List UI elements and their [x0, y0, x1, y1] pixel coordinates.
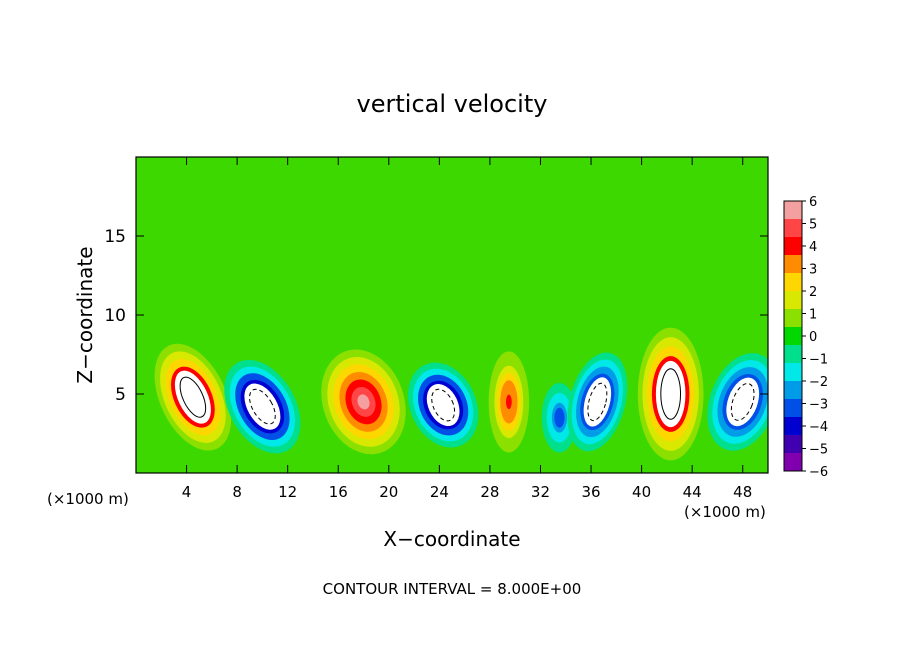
- colorbar-swatch: [784, 381, 802, 400]
- velocity-cell: [321, 349, 406, 455]
- contour-line: [431, 388, 456, 422]
- y-tick-label: 5: [115, 385, 126, 405]
- x-axis: 4 8 12 16 20 24 28 32 36 40 44 48: [182, 157, 752, 501]
- colorbar-swatch: [784, 309, 802, 328]
- velocity-field: [154, 327, 768, 461]
- colorbar-swatch: [784, 327, 802, 346]
- x-tick-label: 40: [632, 483, 651, 501]
- velocity-cell: [407, 362, 479, 448]
- velocity-band: [556, 412, 562, 423]
- contour-interval-note: CONTOUR INTERVAL = 8.000E+00: [323, 580, 582, 598]
- colorbar-tick-label: −3: [809, 398, 828, 413]
- y-tick-label: 10: [104, 306, 126, 326]
- colorbar-tick-label: 0: [809, 330, 817, 345]
- x-axis-label: X−coordinate: [383, 527, 520, 551]
- x-tick-label: 4: [182, 483, 192, 501]
- colorbar-swatch: [784, 201, 802, 220]
- colorbar-swatch: [784, 237, 802, 256]
- velocity-core: [244, 383, 281, 430]
- colorbar-tick-label: −5: [809, 443, 828, 458]
- colorbar-tick-label: −6: [809, 465, 828, 480]
- velocity-cell: [707, 353, 768, 451]
- x-tick-label: 24: [430, 483, 449, 501]
- colorbar-swatch: [784, 453, 802, 472]
- velocity-core: [726, 377, 760, 427]
- colorbar-swatch: [784, 417, 802, 436]
- colorbar-swatch: [784, 291, 802, 310]
- colorbar-swatch: [784, 399, 802, 418]
- velocity-cell: [567, 352, 628, 452]
- x-tick-label: 44: [683, 483, 702, 501]
- velocity-core: [426, 384, 460, 427]
- plot-area: [135, 156, 769, 474]
- colorbar-tick-label: 2: [809, 285, 817, 300]
- x-tick-label: 8: [232, 483, 242, 501]
- colorbar-swatch: [784, 345, 802, 364]
- colorbar: 6 5 4 3 2 1 0 −1 −2 −3 −4 −5 −6: [783, 195, 828, 480]
- velocity-cell: [154, 343, 232, 451]
- colorbar-tick-label: 5: [809, 218, 817, 233]
- contour-line: [730, 383, 755, 421]
- velocity-cell: [637, 327, 704, 461]
- colorbar-swatch: [784, 273, 802, 292]
- velocity-core: [174, 370, 211, 424]
- chart-title: vertical velocity: [357, 90, 548, 118]
- colorbar-tick-label: −2: [809, 375, 828, 390]
- colorbar-tick-label: −1: [809, 353, 828, 368]
- x-tick-label: 16: [329, 483, 348, 501]
- colorbar-swatch: [784, 363, 802, 382]
- y-tick-label: 15: [104, 227, 126, 247]
- x-tick-label: 48: [733, 483, 752, 501]
- y-axis-label: Z−coordinate: [73, 246, 97, 383]
- x-unit-right: (×1000 m): [684, 503, 766, 521]
- colorbar-swatch: [784, 219, 802, 238]
- contour-line: [249, 388, 276, 425]
- velocity-cell: [488, 351, 530, 453]
- x-tick-label: 12: [278, 483, 297, 501]
- colorbar-swatch: [784, 255, 802, 274]
- x-tick-label: 20: [379, 483, 398, 501]
- contour-line: [179, 376, 207, 418]
- x-tick-label: 32: [531, 483, 550, 501]
- colorbar-tick-label: 4: [809, 240, 817, 255]
- y-axis: 5 10 15: [104, 227, 768, 405]
- contour-line: [660, 368, 682, 420]
- velocity-band: [357, 394, 370, 410]
- contour-line: [587, 382, 608, 422]
- velocity-cell: [541, 382, 578, 453]
- x-tick-label: 36: [581, 483, 600, 501]
- colorbar-tick-label: 6: [809, 195, 817, 210]
- colorbar-swatch: [784, 435, 802, 454]
- velocity-core: [583, 377, 612, 427]
- colorbar-tick-label: 3: [809, 263, 817, 278]
- colorbar-tick-label: 1: [809, 308, 817, 323]
- x-tick-label: 28: [480, 483, 499, 501]
- velocity-cell: [224, 359, 301, 454]
- velocity-band: [505, 394, 512, 410]
- x-unit-left: (×1000 m): [47, 490, 129, 508]
- colorbar-tick-label: −4: [809, 420, 828, 435]
